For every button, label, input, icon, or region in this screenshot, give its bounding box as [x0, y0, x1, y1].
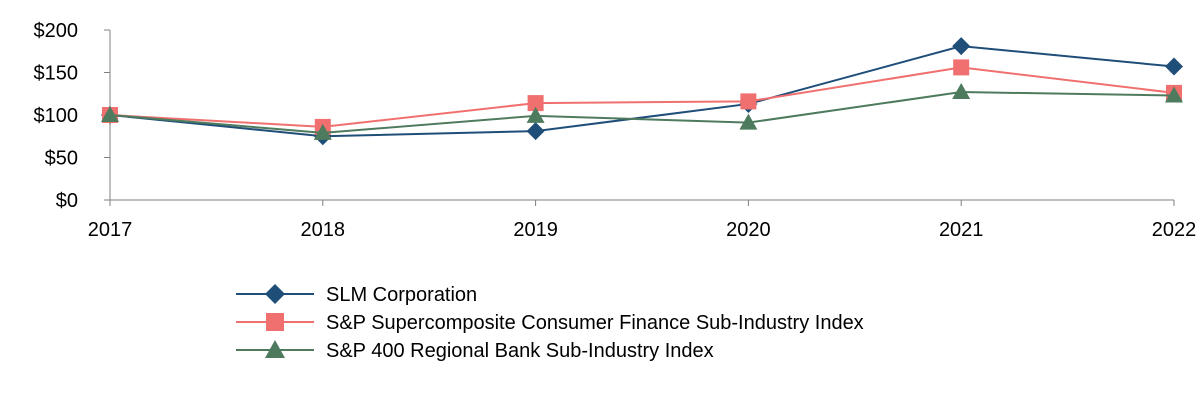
- legend-label: S&P Supercomposite Consumer Finance Sub-…: [326, 312, 864, 334]
- series-line: [109, 45, 1175, 138]
- x-tick-label: 2020: [726, 219, 771, 241]
- data-point: [101, 106, 119, 122]
- series-1: [101, 37, 1183, 146]
- legend-label: SLM Corporation: [326, 284, 477, 306]
- series-line: [109, 91, 1175, 134]
- data-point: [953, 59, 970, 76]
- legend: SLM Corporation S&P Supercomposite Consum…: [236, 284, 864, 362]
- data-point: [952, 37, 971, 56]
- series-group: [101, 37, 1183, 146]
- data-point: [1165, 57, 1183, 76]
- legend-marker: [266, 313, 284, 331]
- legend-item-3: S&P 400 Regional Bank Sub-Industry Index: [236, 340, 714, 362]
- axes: $0 $50 $100 $150 $200 2017 2018 2019 2020 2021 202…: [34, 20, 1197, 241]
- legend-item-2: S&P Supercomposite Consumer Finance Sub-…: [236, 312, 864, 334]
- y-tick-label: $100: [34, 105, 79, 127]
- series-3: [101, 83, 1183, 140]
- x-tick-label: 2018: [301, 219, 346, 241]
- data-point: [313, 123, 332, 140]
- series-2: [102, 59, 1182, 135]
- legend-label: S&P 400 Regional Bank Sub-Industry Index: [326, 340, 714, 362]
- y-tick-label: $200: [34, 20, 79, 42]
- legend-marker: [265, 340, 285, 358]
- data-point: [527, 95, 544, 112]
- legend-marker: [265, 284, 285, 304]
- y-tick-label: $0: [56, 190, 78, 212]
- x-tick-label: 2019: [513, 219, 558, 241]
- data-point: [739, 113, 758, 130]
- x-tick-label: 2017: [88, 219, 133, 241]
- data-point: [740, 93, 757, 110]
- data-point: [526, 122, 545, 141]
- legend-item-1: SLM Corporation: [236, 284, 477, 306]
- y-tick-label: $150: [34, 63, 79, 85]
- data-point: [952, 83, 971, 100]
- x-tick-label: 2021: [939, 219, 984, 241]
- x-tick-label: 2022: [1152, 219, 1197, 241]
- series-line: [109, 66, 1175, 128]
- data-point: [1165, 86, 1183, 103]
- data-point: [526, 106, 545, 123]
- y-tick-label: $50: [45, 148, 78, 170]
